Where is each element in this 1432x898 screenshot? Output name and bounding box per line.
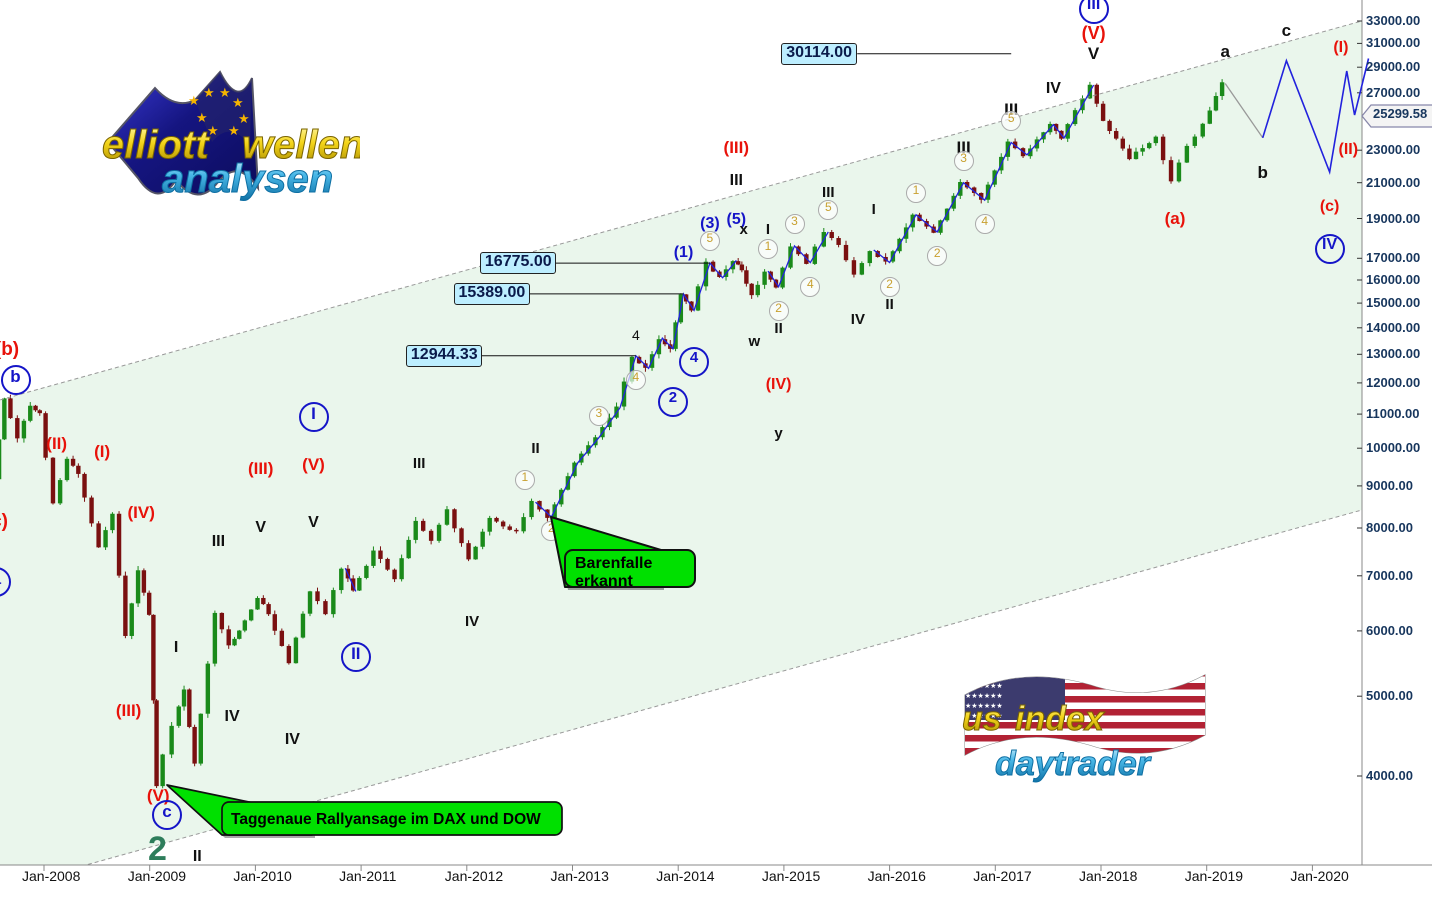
svg-text:erkannt: erkannt	[575, 573, 633, 590]
svg-text:us: us	[962, 700, 1002, 738]
svg-text:★: ★	[207, 123, 219, 138]
svg-text:Barenfalle: Barenfalle	[575, 555, 652, 572]
svg-text:★: ★	[188, 93, 200, 108]
svg-text:Taggenaue Rallyansage im DAX u: Taggenaue Rallyansage im DAX und DOW	[231, 811, 541, 828]
svg-text:★★★★★★: ★★★★★★	[965, 692, 1003, 700]
svg-text:★: ★	[232, 95, 244, 110]
svg-text:index: index	[1015, 700, 1106, 738]
svg-text:★: ★	[219, 85, 231, 100]
svg-text:★★★★★★: ★★★★★★	[965, 672, 1003, 680]
svg-text:★: ★	[203, 85, 215, 100]
svg-text:analysen: analysen	[162, 157, 333, 201]
svg-text:daytrader: daytrader	[995, 745, 1152, 783]
svg-text:★: ★	[228, 123, 240, 138]
